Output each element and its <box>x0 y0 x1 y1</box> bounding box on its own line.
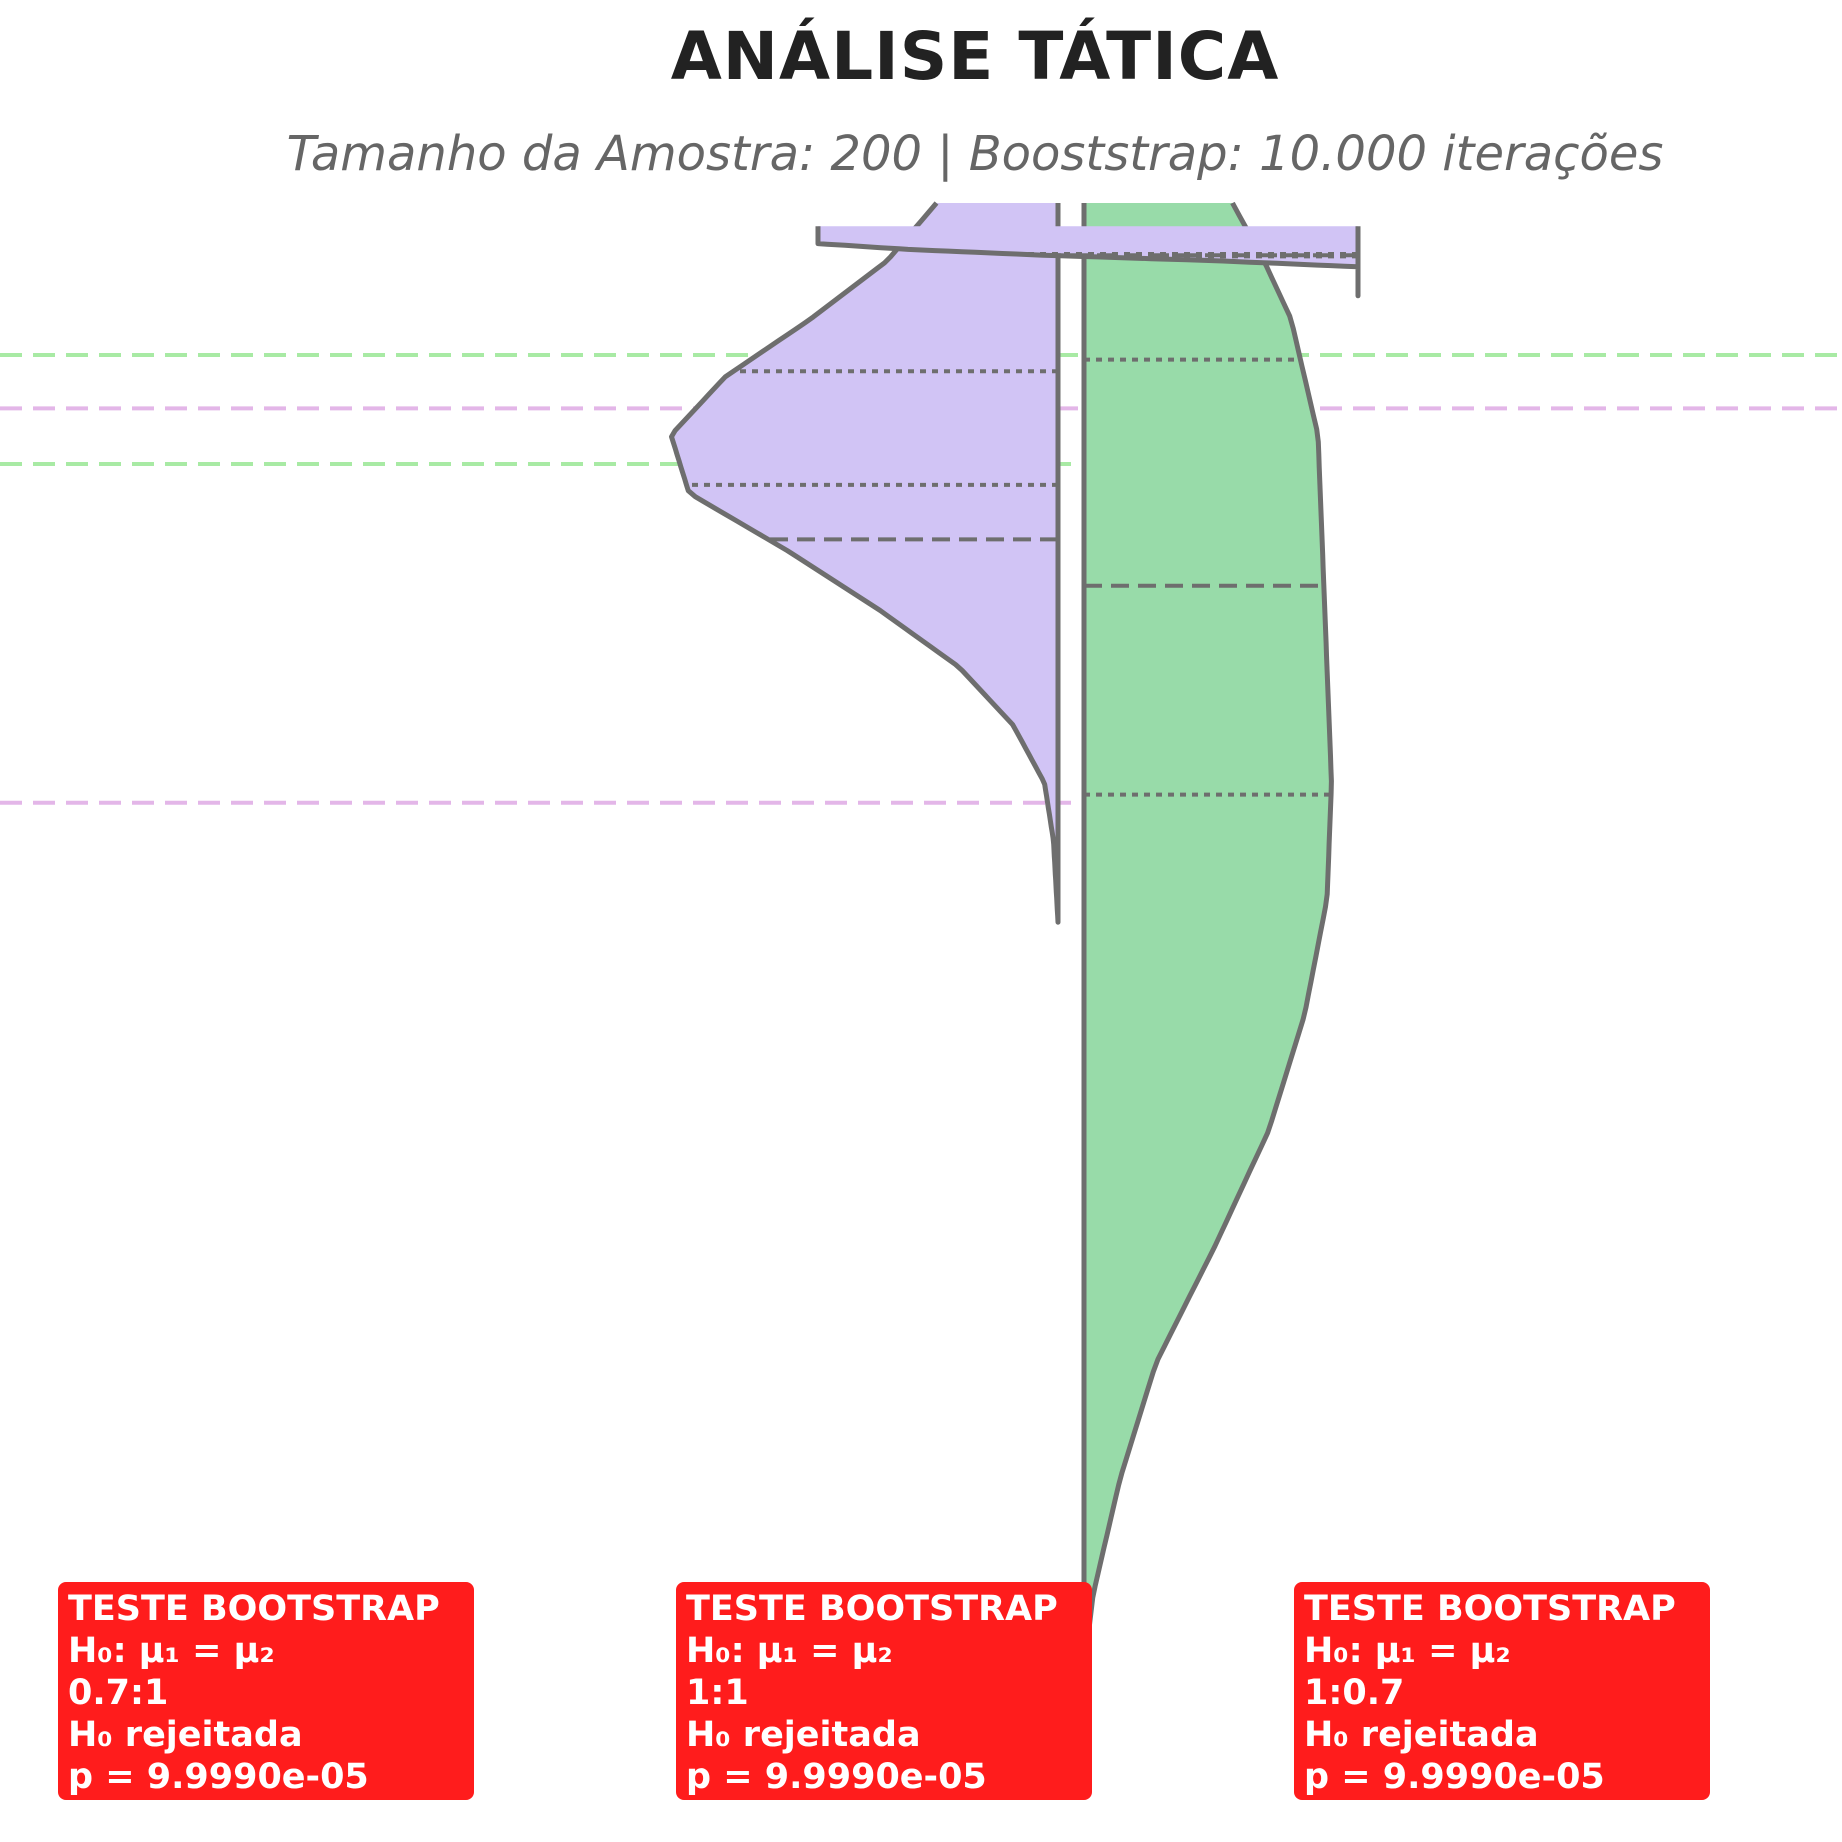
stat-box-title: TESTE BOOTSTRAP <box>686 1589 1058 1629</box>
stat-box-hypothesis: H₀: μ₁ = μ₂ <box>1304 1631 1511 1671</box>
stat-box-result: H₀ rejeitada <box>68 1715 303 1755</box>
violin-outline <box>669 201 1061 925</box>
violin-outline <box>815 224 1361 299</box>
violin-body <box>818 226 1358 296</box>
stat-box-3: TESTE BOOTSTRAP H₀: μ₁ = μ₂ 1:0.7 H₀ rej… <box>1294 1582 1710 1800</box>
stat-box-hypothesis: H₀: μ₁ = μ₂ <box>686 1631 893 1671</box>
stat-box-ratio: 0.7:1 <box>68 1673 169 1713</box>
violin-left-group-1 <box>669 201 1061 925</box>
chart-title: ANÁLISE TÁTICA <box>670 18 1280 95</box>
violin-outline <box>1081 201 1334 1714</box>
stat-box-ratio: 1:0.7 <box>1304 1673 1405 1713</box>
stat-box-title: TESTE BOOTSTRAP <box>1304 1589 1676 1629</box>
stat-box-result: H₀ rejeitada <box>686 1715 921 1755</box>
stat-box-result: H₀ rejeitada <box>1304 1715 1539 1755</box>
stat-box-ratio: 1:1 <box>686 1673 749 1713</box>
violins <box>669 201 1361 1714</box>
stat-box-hypothesis: H₀: μ₁ = μ₂ <box>68 1631 275 1671</box>
violin-right-group-1 <box>1081 201 1334 1714</box>
stat-box-p-value: p = 9.9990e-05 <box>68 1757 369 1797</box>
stat-box-title: TESTE BOOTSTRAP <box>68 1589 440 1629</box>
violin-body <box>671 203 1058 923</box>
stat-box-p-value: p = 9.9990e-05 <box>686 1757 987 1797</box>
violin-left-group-2 <box>815 224 1361 299</box>
violin-body <box>1084 203 1332 1711</box>
stat-box-2: TESTE BOOTSTRAP H₀: μ₁ = μ₂ 1:1 H₀ rejei… <box>676 1582 1092 1800</box>
stat-box-p-value: p = 9.9990e-05 <box>1304 1757 1605 1797</box>
chart-subtitle: Tamanho da Amostra: 200 | Booststrap: 10… <box>286 126 1664 182</box>
stat-box-1: TESTE BOOTSTRAP H₀: μ₁ = μ₂ 0.7:1 H₀ rej… <box>58 1582 474 1800</box>
